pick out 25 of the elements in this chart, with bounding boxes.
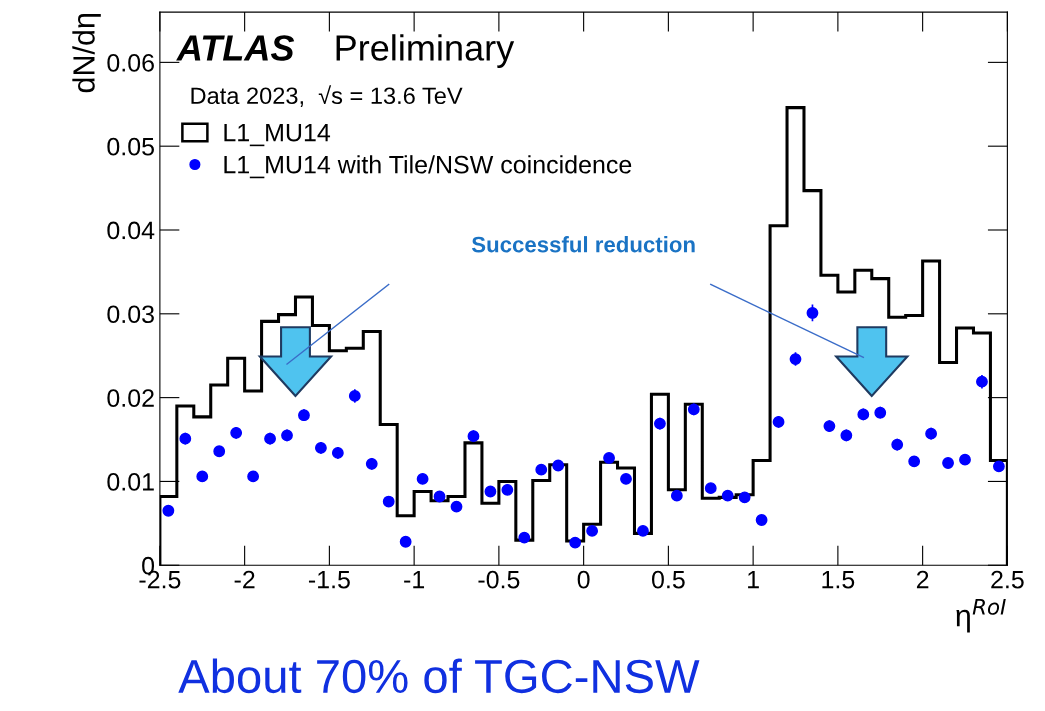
annotation: Successful reduction bbox=[471, 236, 695, 253]
annotation: Data 2023, √s = 13.6 TeV bbox=[191, 85, 463, 107]
x-axis-title: η$^{RoI}$ bbox=[956, 598, 1006, 633]
y-tick-label: 0.02 bbox=[107, 389, 154, 407]
y-tick-label: 0.01 bbox=[107, 473, 154, 491]
legend-label: L1_MU14 with Tile/NSW coincidence bbox=[224, 155, 632, 179]
text: About 70% of TGC-NSW bbox=[178, 658, 700, 694]
x-tick-label: -1 bbox=[404, 571, 425, 589]
y-tick-label: 0.04 bbox=[107, 221, 155, 240]
x-tick-label: -1.5 bbox=[308, 571, 350, 589]
y-tick-label: 0.03 bbox=[107, 305, 154, 324]
annotation: ATLAS bbox=[176, 35, 295, 61]
legend-label: L1_MU14 bbox=[224, 124, 331, 147]
annotation: Preliminary bbox=[336, 34, 515, 68]
x-tick-label: -2 bbox=[234, 570, 255, 589]
x-tick-label: 1 bbox=[748, 571, 759, 589]
x-tick-label: -0.5 bbox=[478, 570, 520, 589]
x-tick-label: 0.5 bbox=[651, 570, 685, 589]
y-axis-title: dN/dη bbox=[72, 14, 101, 93]
x-tick-label: 2 bbox=[916, 570, 929, 589]
y-tick-label: 0.05 bbox=[107, 137, 154, 156]
x-tick-label: 0 bbox=[577, 570, 590, 589]
x-tick-label: 1.5 bbox=[822, 571, 855, 589]
x-tick-label: 2.5 bbox=[991, 570, 1024, 589]
y-tick-label: 0.06 bbox=[107, 53, 154, 72]
